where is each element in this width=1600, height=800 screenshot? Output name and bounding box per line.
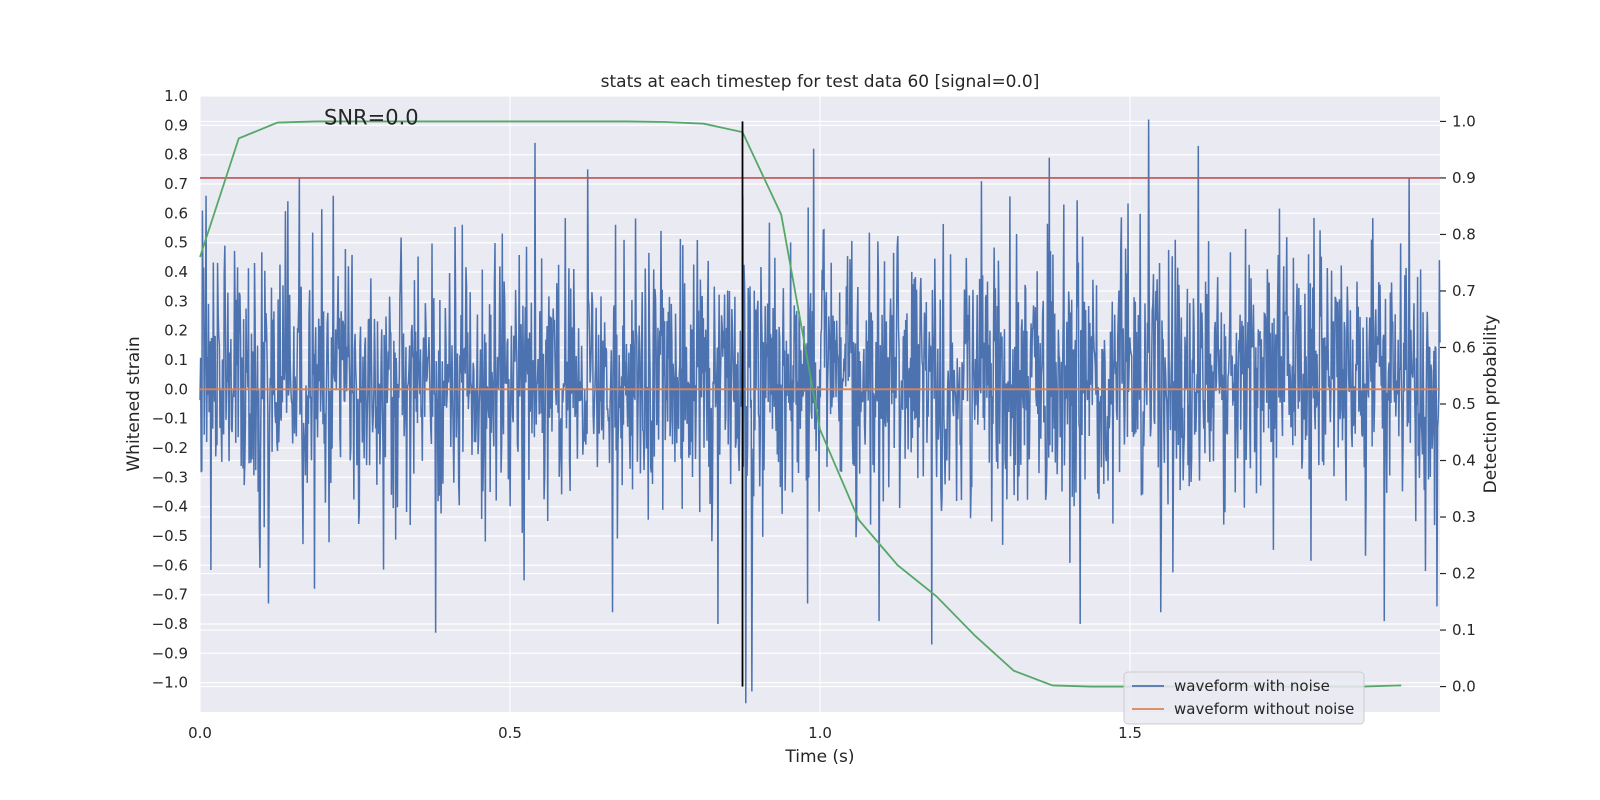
y-tick-label-4: 0.6 <box>164 204 188 222</box>
series-waveform-with-noise <box>199 119 1441 704</box>
y-tick-label-9: 0.1 <box>164 351 188 369</box>
legend-box <box>1123 671 1365 725</box>
legend: waveform with noise waveform without noi… <box>1123 671 1365 725</box>
y-tick-label-5: 0.5 <box>164 234 188 252</box>
chart-title: stats at each timestep for test data 60 … <box>601 72 1040 92</box>
y-tick-label-13: −0.3 <box>152 468 188 486</box>
y-tick-label-7: 0.3 <box>164 292 188 310</box>
x-axis-ticks: 0.0 0.5 1.0 1.5 <box>188 724 1142 742</box>
x-tick-label-2: 1.0 <box>808 724 832 742</box>
y-tick-label-1: 0.9 <box>164 116 188 134</box>
y2-tick-label-3: 0.7 <box>1452 282 1476 300</box>
y2-tick-label-4: 0.6 <box>1452 338 1476 356</box>
y2-tick-label-8: 0.2 <box>1452 565 1476 583</box>
y2-tick-label-5: 0.5 <box>1452 395 1476 413</box>
y-tick-label-6: 0.4 <box>164 263 188 281</box>
y2-tick-label-2: 0.8 <box>1452 225 1476 243</box>
y-tick-label-11: −0.1 <box>152 410 188 428</box>
y-tick-label-12: −0.2 <box>152 439 188 457</box>
y2-axis-ticks: 1.0 0.9 0.8 0.7 0.6 0.5 0.4 0.3 0.2 0.1 0.0 <box>1440 112 1476 696</box>
y-tick-label-15: −0.5 <box>152 527 188 545</box>
y2-tick-label-0: 1.0 <box>1452 112 1476 130</box>
y-axis-ticks: 1.0 0.9 0.8 0.7 0.6 0.5 0.4 0.3 0.2 0.1 0.0 −0.1 −0.… <box>152 87 188 692</box>
y2-tick-label-7: 0.3 <box>1452 508 1476 526</box>
y2-tick-label-10: 0.0 <box>1452 678 1476 696</box>
x-tick-label-0: 0.0 <box>188 724 212 742</box>
y-tick-label-0: 1.0 <box>164 87 188 105</box>
y-tick-label-18: −0.8 <box>152 615 188 633</box>
y2-tick-label-1: 0.9 <box>1452 169 1476 187</box>
y-tick-label-8: 0.2 <box>164 322 188 340</box>
y2-tick-label-6: 0.4 <box>1452 452 1476 470</box>
x-tick-label-1: 0.5 <box>498 724 522 742</box>
legend-label-clean: waveform without noise <box>1174 700 1354 718</box>
y-tick-label-19: −0.9 <box>152 644 188 662</box>
y-tick-label-17: −0.7 <box>152 586 188 604</box>
y-tick-label-3: 0.7 <box>164 175 188 193</box>
y2-tick-label-9: 0.1 <box>1452 621 1476 639</box>
snr-annotation: SNR=0.0 <box>324 106 419 130</box>
x-tick-label-3: 1.5 <box>1118 724 1142 742</box>
y-tick-label-2: 0.8 <box>164 146 188 164</box>
y-tick-label-16: −0.6 <box>152 556 188 574</box>
y-axis-label: Whitened strain <box>124 336 144 471</box>
y2-axis-label: Detection probability <box>1481 315 1501 494</box>
y-tick-label-10: 0.0 <box>164 380 188 398</box>
x-axis-label: Time (s) <box>784 747 854 767</box>
y-tick-label-14: −0.4 <box>152 498 188 516</box>
legend-label-noise: waveform with noise <box>1174 677 1330 695</box>
y-tick-label-20: −1.0 <box>152 674 188 692</box>
